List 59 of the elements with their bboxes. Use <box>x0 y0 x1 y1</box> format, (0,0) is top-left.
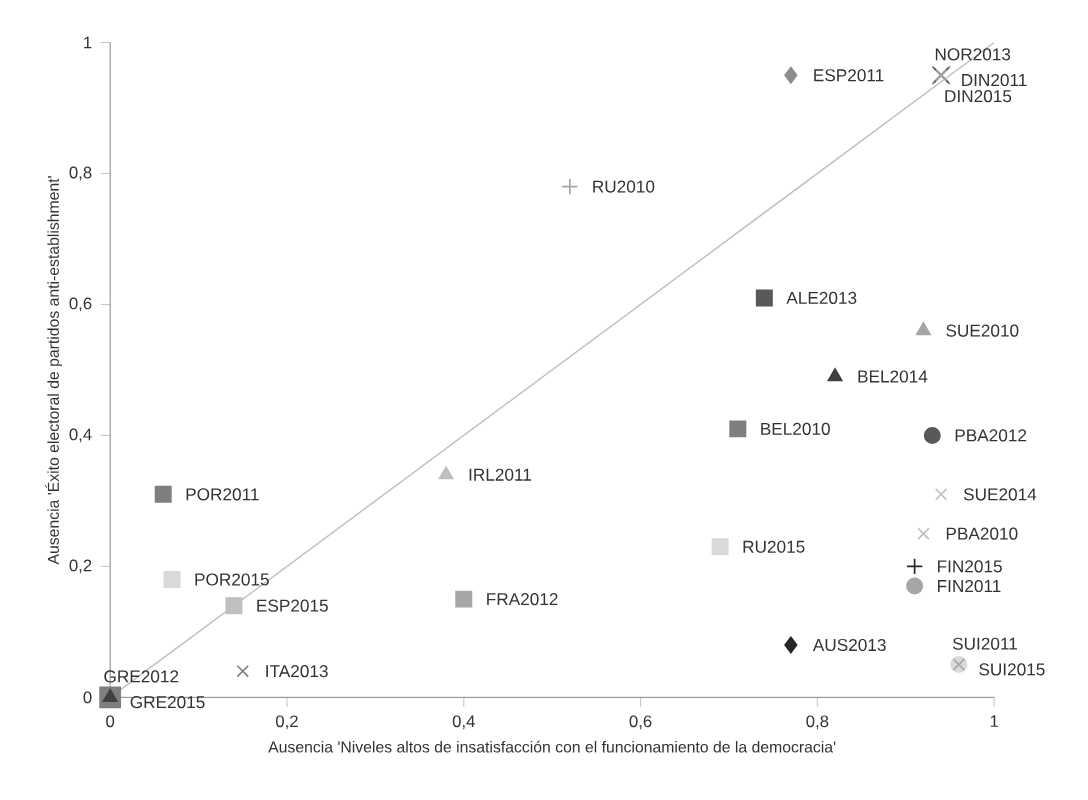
series-label: RU2015 <box>743 540 805 553</box>
series-label: DIN2011 <box>962 73 1027 87</box>
y-tick-label: 0,2 <box>69 559 92 574</box>
point <box>934 488 948 501</box>
x-tick-label: 0,2 <box>275 715 298 730</box>
series-label: FIN2015 <box>938 560 1002 573</box>
y-tick-label: 0,4 <box>69 428 92 443</box>
point <box>917 527 930 540</box>
series-label: NOR2013 <box>935 48 1011 61</box>
point <box>236 664 250 678</box>
y-tick-label: 0,8 <box>69 166 92 181</box>
series-label: SUI2015 <box>979 663 1045 676</box>
series-label: SUI2011 <box>952 637 1017 650</box>
series-label: ESP2011 <box>814 69 884 82</box>
series-label: POR2011 <box>186 488 259 501</box>
series-label: BEL2010 <box>761 422 830 435</box>
series-label: FIN2011 <box>938 579 1001 593</box>
point <box>711 538 729 556</box>
x-tick-label: 1 <box>990 715 998 727</box>
series-label: GRE2012 <box>104 670 179 683</box>
point <box>784 636 798 654</box>
y-tick-label: 0 <box>83 691 92 704</box>
series-label: SUE2010 <box>946 324 1019 337</box>
series-label: AUS2013 <box>812 638 886 652</box>
point <box>915 322 931 336</box>
y-axis-title: Ausencia 'Éxito electoral de partidos anti-establishment' <box>45 176 63 565</box>
y-tick-label: 0,6 <box>69 297 92 312</box>
series-label: IRL2011 <box>469 468 532 481</box>
series-label: SUE2014 <box>963 488 1037 501</box>
series-label: ALE2013 <box>786 291 857 304</box>
series-label: RU2010 <box>593 180 655 193</box>
x-tick-label: 0,6 <box>629 715 652 730</box>
x-tick-label: 0 <box>106 715 115 728</box>
point <box>755 289 773 307</box>
point <box>455 590 473 608</box>
x-tick-label: 0,4 <box>452 715 475 730</box>
series-label: ESP2015 <box>257 599 328 612</box>
point <box>438 466 454 480</box>
series-label: BEL2014 <box>858 370 928 383</box>
series-label: GRE2015 <box>130 696 205 709</box>
series-label: PBA2010 <box>946 527 1018 540</box>
series-label: ITA2013 <box>266 665 328 678</box>
point <box>729 420 747 438</box>
point <box>154 485 172 503</box>
point <box>225 597 243 615</box>
series-label: PBA2012 <box>955 429 1027 442</box>
point <box>561 178 579 196</box>
point <box>906 577 924 595</box>
series-label: POR2015 <box>195 573 269 586</box>
series-label: FRA2012 <box>487 593 558 606</box>
series-label: DIN2015 <box>945 90 1012 103</box>
point <box>784 66 798 84</box>
point <box>906 557 924 575</box>
point <box>827 367 843 382</box>
x-tick-label: 0,8 <box>806 715 829 730</box>
x-axis-title: Ausencia 'Niveles altos de insatisfacción con el funcionamiento de la democracia' <box>268 740 836 753</box>
point <box>163 570 181 588</box>
point <box>923 426 941 444</box>
y-tick-label: 1 <box>84 36 92 49</box>
